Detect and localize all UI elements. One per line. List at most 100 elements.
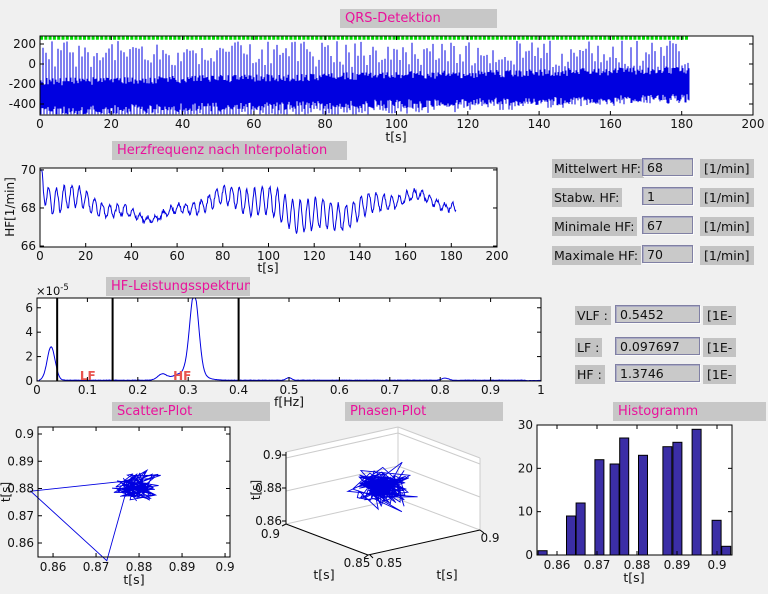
stat-unit-min: [1/min]	[700, 217, 754, 236]
svg-text:20: 20	[78, 249, 93, 263]
svg-text:0.86: 0.86	[7, 536, 34, 550]
svg-text:40: 40	[175, 117, 190, 131]
svg-text:0.1: 0.1	[78, 383, 97, 397]
svg-text:80: 80	[318, 117, 333, 131]
power-unit-hf: [1E-	[703, 365, 737, 384]
svg-text:4: 4	[25, 325, 33, 339]
svg-text:0: 0	[525, 548, 533, 562]
stat-field-std[interactable]	[642, 187, 693, 205]
svg-text:180: 180	[440, 249, 463, 263]
svg-text:0.9: 0.9	[15, 427, 34, 441]
scatter-plot: 0.86 0.87 0.88 0.89 0.9 0.86 0.87 0.88 0.89 0.9 t[…	[0, 426, 235, 587]
svg-text:0.9: 0.9	[261, 527, 280, 541]
svg-text:160: 160	[394, 249, 417, 263]
stat-label-max: Maximale HF:	[552, 246, 642, 265]
svg-text:120: 120	[456, 117, 479, 131]
svg-text:0.88: 0.88	[624, 558, 651, 572]
svg-text:0.86: 0.86	[255, 514, 282, 528]
svg-text:20: 20	[518, 461, 533, 475]
svg-text:120: 120	[303, 249, 326, 263]
svg-text:0.89: 0.89	[7, 454, 34, 468]
svg-text:66: 66	[21, 239, 36, 253]
svg-text:0.89: 0.89	[664, 558, 691, 572]
svg-text:f[Hz]: f[Hz]	[274, 394, 304, 409]
svg-text:0.87: 0.87	[83, 560, 110, 574]
stat-field-min[interactable]	[642, 216, 693, 234]
svg-text:t[s]: t[s]	[257, 260, 278, 275]
heartrate-plot: 0 20 40 60 80 100 120 140 160 180 200 66 68 70 t[s] HF[…	[3, 163, 508, 275]
svg-text:60: 60	[169, 249, 184, 263]
svg-text:-200: -200	[9, 77, 36, 91]
svg-text:0.87: 0.87	[584, 558, 611, 572]
svg-text:0.9: 0.9	[216, 560, 235, 574]
qrs-plot-title: QRS-Detektion	[340, 9, 497, 28]
svg-text:80: 80	[215, 249, 230, 263]
svg-text:160: 160	[599, 117, 622, 131]
svg-text:0: 0	[36, 117, 44, 131]
svg-text:t[s]: t[s]	[436, 567, 457, 582]
phase-plot: 0.90.880.860.90.85 0.850.9t[s] t[s]t[s]	[249, 426, 500, 582]
svg-text:0.4: 0.4	[229, 383, 248, 397]
svg-text:0.88: 0.88	[126, 560, 153, 574]
svg-text:0.88: 0.88	[255, 481, 282, 495]
svg-text:200: 200	[486, 249, 509, 263]
heartrate-plot-title: Herzfrequenz nach Interpolation	[112, 141, 347, 160]
power-unit-vlf: [1E-	[703, 306, 737, 325]
svg-text:70: 70	[21, 163, 36, 177]
stat-label-min: Minimale HF:	[552, 217, 638, 236]
svg-text:0.88: 0.88	[7, 482, 34, 496]
svg-text:0.85: 0.85	[376, 556, 403, 570]
svg-text:0.9: 0.9	[481, 383, 500, 397]
svg-text:0.9: 0.9	[263, 448, 282, 462]
svg-text:0: 0	[28, 57, 36, 71]
histogram-plot: 0.86 0.87 0.88 0.89 0.9 0 10 20 30 t[s]	[518, 418, 733, 585]
svg-text:100: 100	[385, 117, 408, 131]
stat-unit-mean: [1/min]	[700, 159, 754, 178]
svg-text:t[s]: t[s]	[249, 480, 263, 500]
stat-label-mean: Mittelwert HF:	[552, 159, 644, 178]
power-field-lf[interactable]	[615, 337, 700, 355]
stat-unit-std: [1/min]	[700, 188, 754, 207]
svg-text:0.2: 0.2	[128, 383, 147, 397]
svg-text:t[s]: t[s]	[0, 482, 13, 502]
svg-text:200: 200	[742, 117, 765, 131]
svg-text:30: 30	[518, 418, 533, 432]
histogram-plot-title: Histogramm	[613, 402, 766, 421]
svg-text:2: 2	[25, 350, 33, 364]
power-field-vlf[interactable]	[615, 305, 700, 323]
stat-label-std: Stabw. HF:	[552, 188, 623, 207]
svg-text:200: 200	[13, 37, 36, 51]
svg-text:0: 0	[25, 374, 33, 388]
svg-text:0.8: 0.8	[431, 383, 450, 397]
stat-field-max[interactable]	[642, 245, 693, 263]
svg-text:60: 60	[246, 117, 261, 131]
svg-text:20: 20	[104, 117, 119, 131]
svg-text:t[s]: t[s]	[123, 572, 144, 587]
svg-text:180: 180	[670, 117, 693, 131]
svg-text:0.86: 0.86	[40, 560, 67, 574]
svg-text:×10-5: ×10-5	[36, 283, 69, 298]
svg-text:140: 140	[528, 117, 551, 131]
svg-text:HF: HF	[173, 369, 191, 383]
svg-text:10: 10	[518, 505, 533, 519]
svg-text:0.7: 0.7	[380, 383, 399, 397]
svg-text:0: 0	[36, 249, 44, 263]
svg-text:1: 1	[537, 383, 545, 397]
svg-text:0.87: 0.87	[7, 509, 34, 523]
svg-text:140: 140	[348, 249, 371, 263]
svg-text:-400: -400	[9, 97, 36, 111]
power-label-hf: HF :	[575, 365, 605, 384]
svg-text:0.86: 0.86	[544, 558, 571, 572]
svg-text:68: 68	[21, 201, 36, 215]
phase-plot-title: Phasen-Plot	[345, 402, 503, 421]
svg-text:t[s]: t[s]	[385, 129, 406, 144]
svg-text:t[s]: t[s]	[313, 567, 334, 582]
stat-unit-max: [1/min]	[700, 246, 754, 265]
svg-text:0: 0	[33, 383, 41, 397]
svg-text:0.9: 0.9	[707, 558, 726, 572]
power-field-hf[interactable]	[615, 364, 700, 382]
power-label-lf: LF :	[575, 338, 603, 357]
stat-field-mean[interactable]	[642, 158, 693, 176]
